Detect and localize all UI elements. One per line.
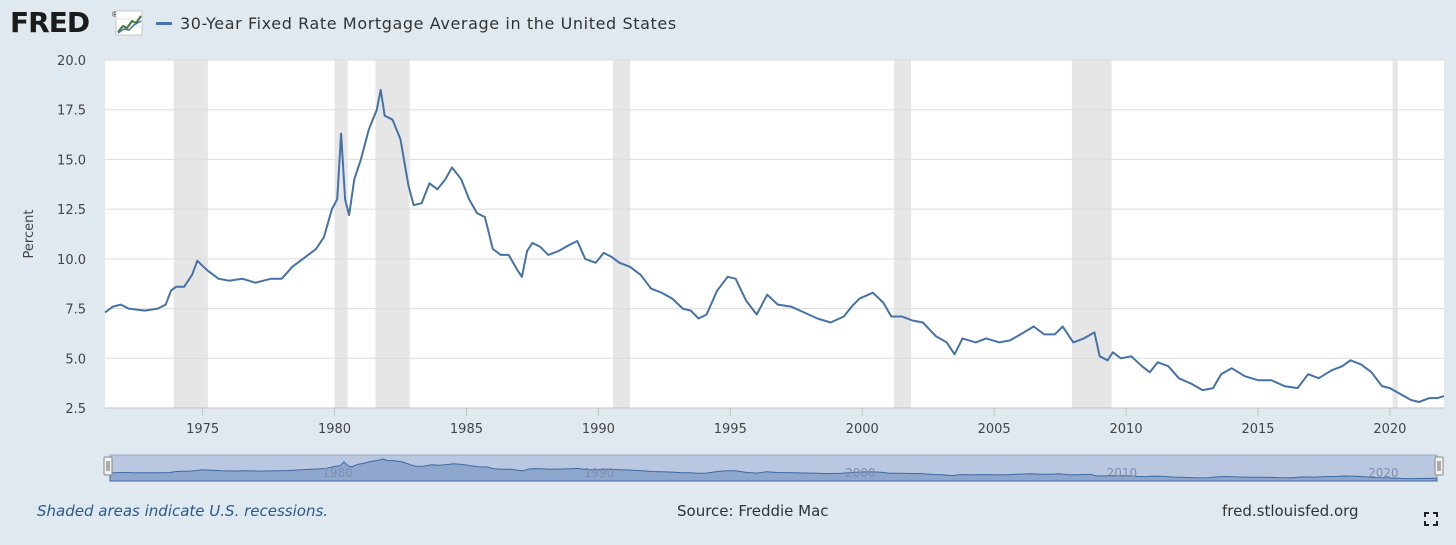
navigator-tick-label: 1980 xyxy=(322,466,353,480)
recession-band xyxy=(1071,60,1112,408)
recession-band xyxy=(1392,60,1398,408)
navigator-handle[interactable] xyxy=(1434,456,1444,476)
x-tick-label: 2015 xyxy=(1241,422,1274,437)
navigator-series xyxy=(109,458,1438,482)
y-tick-label: 17.5 xyxy=(57,104,86,119)
x-tick-label: 2000 xyxy=(846,422,879,437)
recession-bands xyxy=(173,60,1398,408)
handle-grip[interactable] xyxy=(103,456,113,476)
navigator-tick-label: 2020 xyxy=(1368,466,1399,480)
recession-band xyxy=(893,60,912,408)
source-label: Source: Freddie Mac xyxy=(677,502,829,520)
y-tick-label: 12.5 xyxy=(57,203,86,218)
legend-label: 30-Year Fixed Rate Mortgage Average in t… xyxy=(180,13,677,33)
series-line[interactable] xyxy=(104,88,1445,403)
recession-band xyxy=(612,60,631,408)
recession-note: Shaded areas indicate U.S. recessions. xyxy=(37,502,329,520)
x-tick-label: 2005 xyxy=(978,422,1011,437)
series-layer xyxy=(104,88,1445,403)
navigator-tick-label: 2000 xyxy=(845,466,876,480)
y-tick-label: 7.5 xyxy=(65,303,86,318)
x-tick-label: 1985 xyxy=(450,422,483,437)
recession-band xyxy=(375,60,410,408)
y-tick-label: 5.0 xyxy=(65,352,86,367)
navigator-tick-label: 1990 xyxy=(584,466,615,480)
handle-grip[interactable] xyxy=(1434,456,1444,476)
fred-logo[interactable]: FRED xyxy=(10,6,90,39)
x-axis: 1975 1980 1985 1990 1995 2000 2005 2010 2015 2020 xyxy=(105,407,1444,437)
legend-swatch xyxy=(156,21,172,25)
recession-band xyxy=(173,60,208,408)
x-tick-label: 1975 xyxy=(186,422,219,437)
range-navigator[interactable]: 1980 1990 2000 2010 2020 xyxy=(103,454,1444,482)
recession-band xyxy=(334,60,348,408)
y-tick-label: 2.5 xyxy=(65,402,86,417)
y-axis: 2.5 5.0 7.5 10.0 12.5 15.0 17.5 20.0 xyxy=(57,54,86,417)
navigator-handle[interactable] xyxy=(103,456,113,476)
x-tick-label: 2020 xyxy=(1373,422,1406,437)
plot-area xyxy=(105,60,1444,408)
x-tick-label: 1990 xyxy=(582,422,615,437)
x-tick-label: 2010 xyxy=(1110,422,1143,437)
y-tick-label: 20.0 xyxy=(57,54,86,69)
y-tick-label: 15.0 xyxy=(57,153,86,168)
line-chart-icon xyxy=(115,10,143,36)
fullscreen-icon[interactable] xyxy=(1424,512,1438,526)
navigator-tick-label: 2010 xyxy=(1107,466,1138,480)
plot-background xyxy=(105,60,1444,408)
y-axis-label: Percent xyxy=(22,210,37,259)
x-tick-label: 1980 xyxy=(318,422,351,437)
fred-url-link[interactable]: fred.stlouisfed.org xyxy=(1222,502,1359,520)
x-tick-label: 1995 xyxy=(714,422,747,437)
legend[interactable]: 30-Year Fixed Rate Mortgage Average in t… xyxy=(156,12,677,34)
registered-mark: ® xyxy=(112,10,118,19)
chart[interactable]: 2.55.07.510.012.515.017.520.0 1975 1980 19… xyxy=(0,0,1456,500)
y-tick-label: 10.0 xyxy=(57,253,86,268)
